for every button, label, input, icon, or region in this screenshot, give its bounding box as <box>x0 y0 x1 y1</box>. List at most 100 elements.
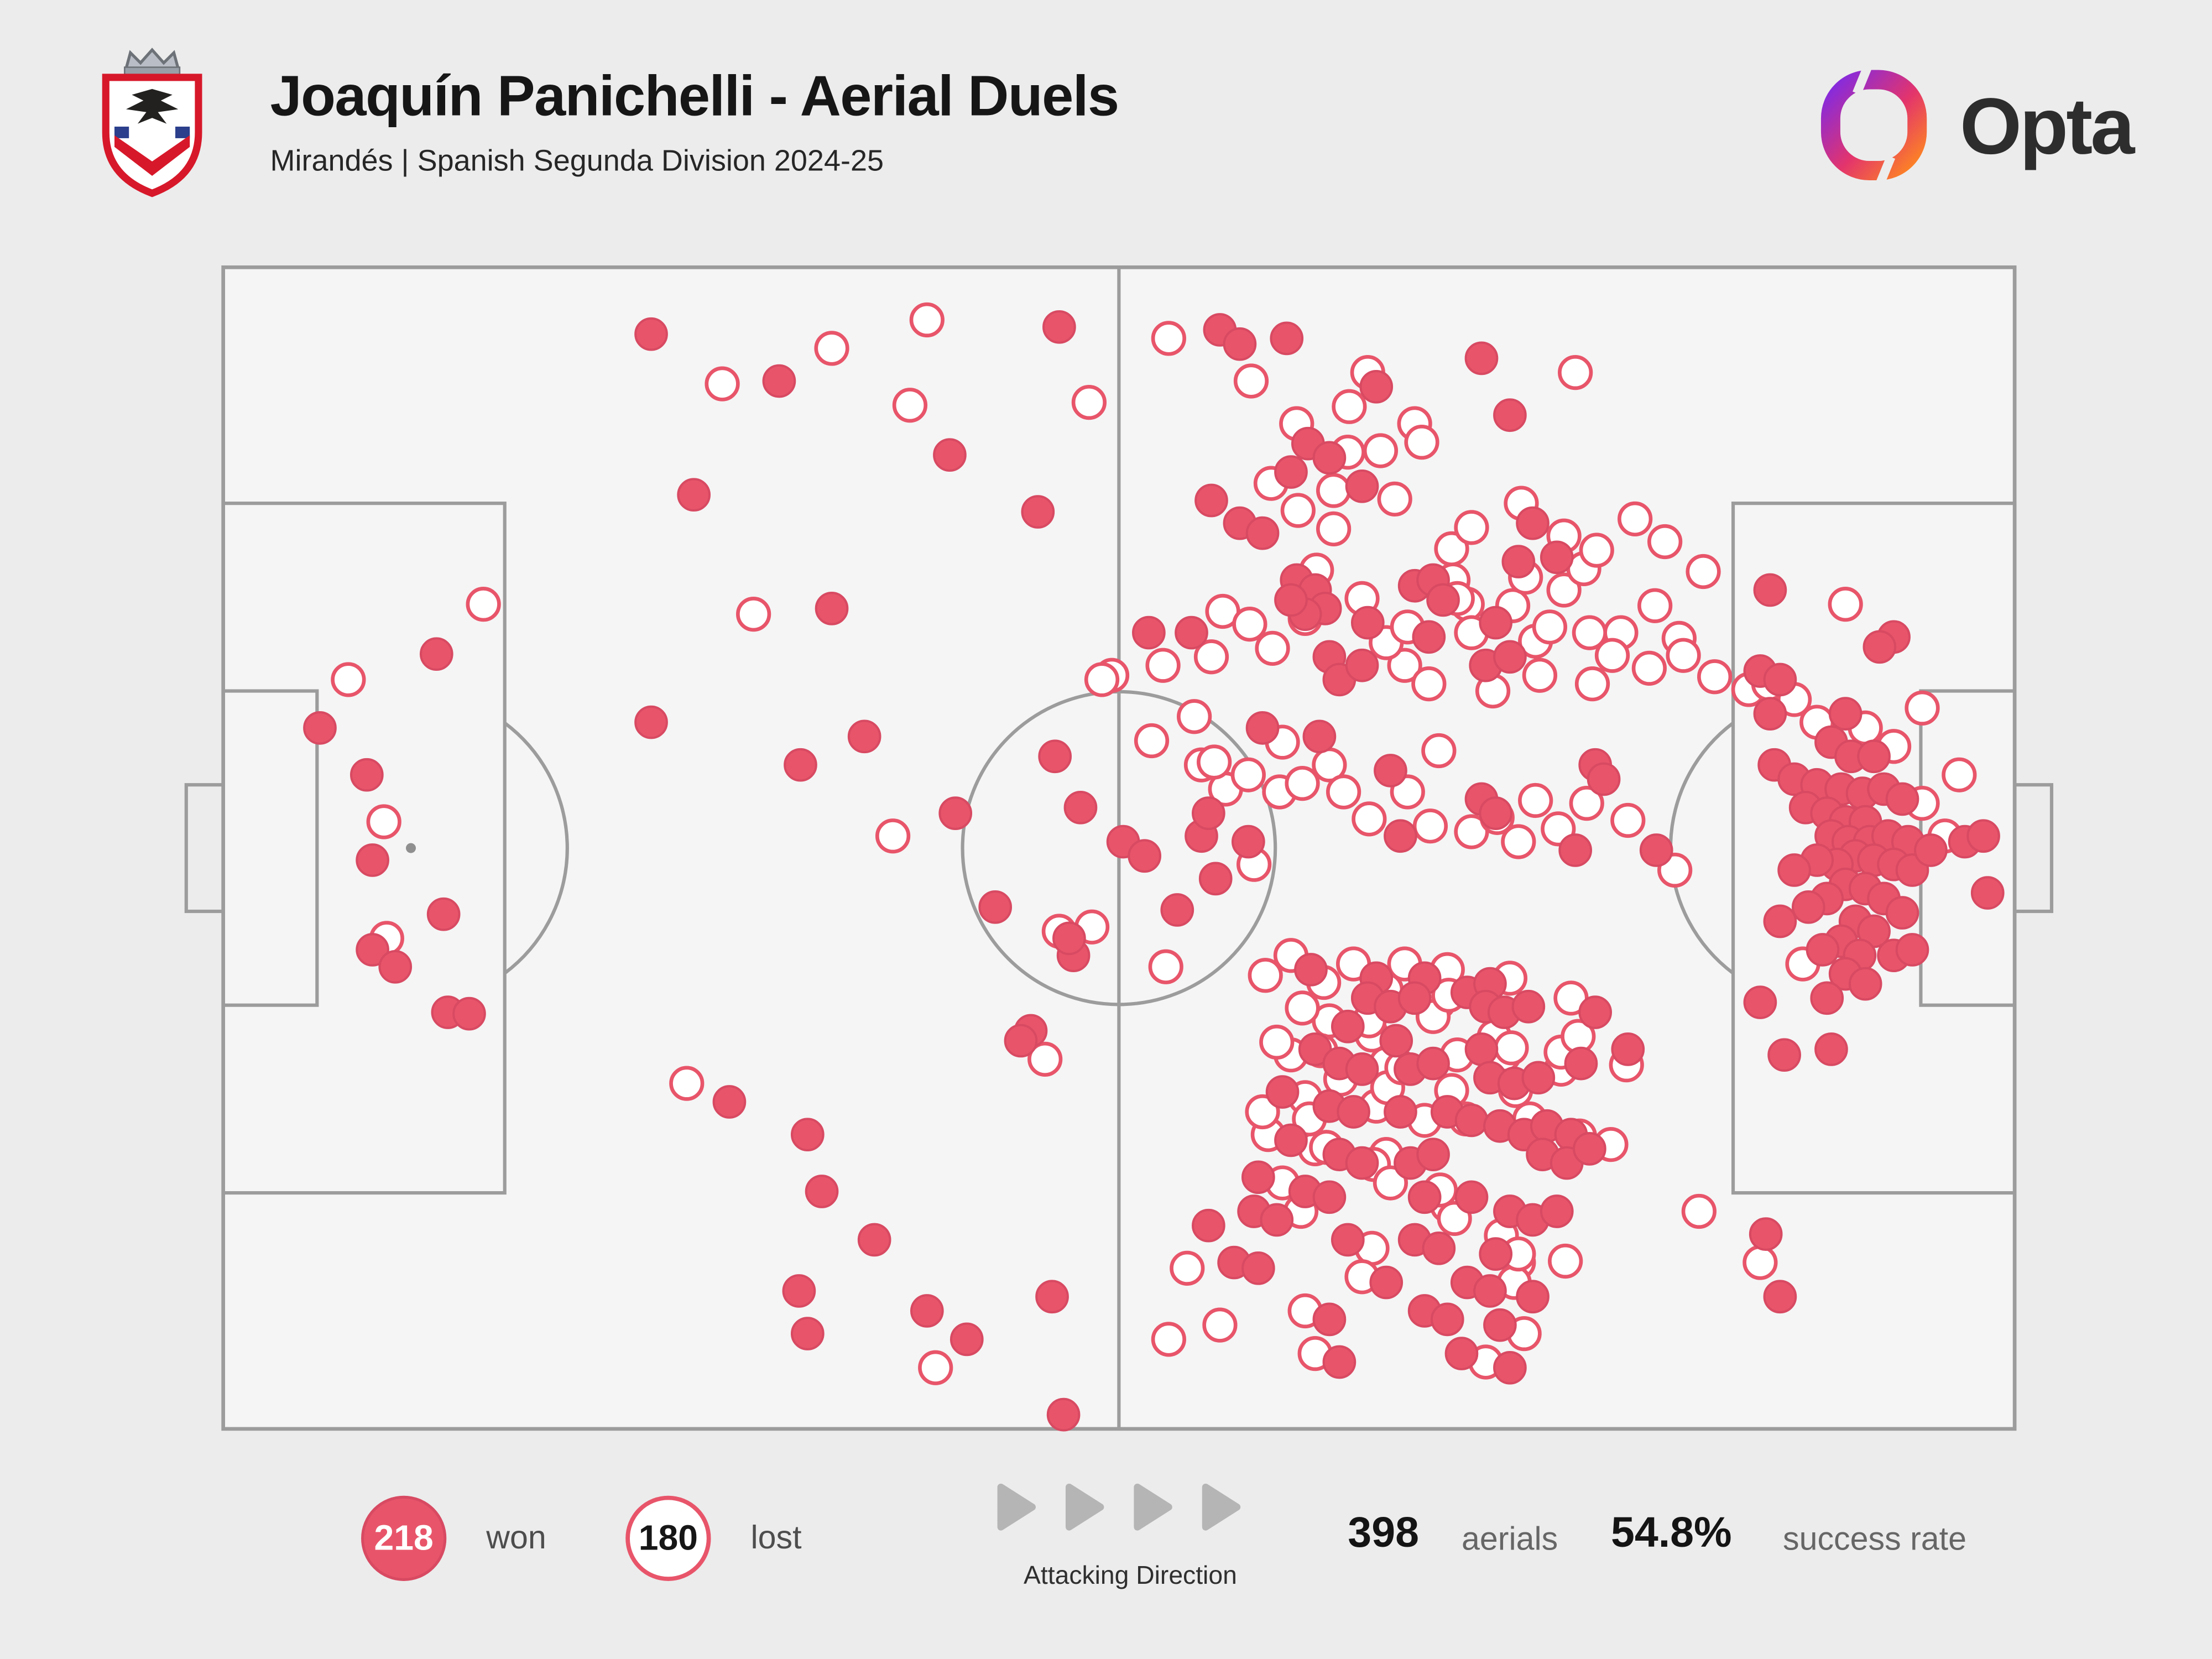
won-duel-point <box>1885 896 1919 930</box>
won-duel-point <box>1241 1251 1275 1285</box>
won-duel-point <box>950 1322 984 1357</box>
won-duel-point <box>1806 933 1840 967</box>
won-duel-point <box>1270 321 1304 356</box>
lost-duel-point <box>1666 638 1701 673</box>
lost-duel-point <box>1610 802 1646 838</box>
won-duel-point <box>303 711 337 745</box>
lost-duel-point <box>1148 949 1183 984</box>
won-duel-point <box>1312 441 1347 475</box>
won-duel-point <box>1331 1009 1365 1044</box>
won-duel-point <box>938 796 973 830</box>
won-duel-point <box>1063 790 1098 825</box>
won-duel-point <box>1412 620 1446 654</box>
won-duel-point <box>847 719 881 754</box>
won-duel-point <box>1479 796 1513 830</box>
won-duel-point <box>790 1317 825 1350</box>
won-duel-point <box>1192 1208 1225 1243</box>
won-duel-point <box>1573 1132 1606 1166</box>
won-duel-point <box>1516 506 1550 540</box>
lost-duel-point <box>909 302 945 338</box>
aerials-total-value: 398 <box>1348 1510 1420 1557</box>
won-duel-point <box>1483 1308 1517 1342</box>
won-duel-point <box>784 748 817 782</box>
won-duel-point <box>1035 1280 1069 1314</box>
lost-duel-point <box>1411 666 1447 702</box>
lost-duel-point <box>1404 424 1439 460</box>
lost-duel-point <box>1522 658 1558 693</box>
success-rate-value: 54.8% <box>1610 1510 1732 1557</box>
header-titles: Joaquín Panichelli - Aerial Duels Mirand… <box>270 65 1119 179</box>
left-penalty-arc <box>503 721 569 975</box>
won-duel-point <box>1038 739 1072 774</box>
pitch <box>184 265 2054 1432</box>
lost-duel-point <box>1255 630 1290 666</box>
lost-duel-point <box>331 662 366 697</box>
won-duel-point <box>1397 981 1432 1015</box>
lost-duel-point <box>1594 638 1630 673</box>
lost-duel-point <box>1697 659 1733 695</box>
won-duel-point <box>1493 640 1527 674</box>
won-duel-point <box>1416 1046 1450 1081</box>
won-duel-point <box>1374 754 1407 787</box>
lost-duel-point <box>1151 1322 1186 1357</box>
won-duel-point <box>1639 833 1673 867</box>
won-duel-point <box>1763 662 1797 697</box>
lost-duel-point <box>1259 1024 1295 1060</box>
lost-duel-point <box>1197 744 1232 780</box>
lost-duel-point <box>1084 662 1120 697</box>
won-duel-point <box>1223 327 1257 361</box>
lost-duel-point <box>1548 1243 1583 1279</box>
won-duel-point <box>805 1175 839 1208</box>
won-duel-point <box>857 1223 891 1257</box>
won-duel-point <box>910 1294 944 1328</box>
lost-duel-point <box>1332 389 1367 424</box>
won-duel-points <box>303 310 2005 1432</box>
lost-duel-point <box>1316 473 1352 508</box>
won-duel-point <box>356 933 389 967</box>
won-duel-point <box>782 1274 816 1308</box>
lost-duel-point <box>1454 510 1489 545</box>
lost-duel-point <box>1532 609 1568 645</box>
won-duel-point <box>1493 398 1527 432</box>
won-duel-point <box>1132 615 1166 650</box>
lost-duel-point <box>1494 1030 1529 1066</box>
won-duel-point <box>1885 782 1919 816</box>
won-duel-point <box>1021 495 1055 529</box>
won-duel-point <box>1611 1032 1645 1066</box>
won-duel-point <box>1194 483 1228 518</box>
lost-duel-point <box>1686 554 1721 589</box>
opta-brand: Opta <box>1818 66 2135 184</box>
won-duel-point <box>1345 1146 1379 1180</box>
won-duel-point <box>1260 1203 1294 1237</box>
lost-duel-point <box>1434 531 1469 567</box>
lost-duel-point <box>1828 587 1863 622</box>
won-duel-point <box>1192 796 1225 830</box>
won-duel-point <box>1312 1180 1347 1214</box>
won-duel-point <box>1848 967 1882 1001</box>
lost-duel-point <box>1574 666 1610 702</box>
won-duel-point <box>1444 1337 1479 1370</box>
won-duel-point <box>1763 904 1797 938</box>
lost-duel-point <box>1232 607 1267 642</box>
won-duel-point <box>762 364 796 398</box>
opta-logo-icon <box>1818 66 1932 184</box>
right-goal <box>2013 783 2054 914</box>
won-duel-point <box>1814 1032 1848 1066</box>
won-duel-point <box>1863 630 1897 664</box>
lost-duel-point <box>1518 782 1553 818</box>
won-duel-point <box>1464 1032 1499 1066</box>
won-duel-point <box>1473 1274 1507 1308</box>
won-count: 218 <box>374 1517 434 1558</box>
lost-count: 180 <box>638 1517 698 1558</box>
won-duel-point <box>1511 989 1546 1024</box>
won-duel-point <box>1322 1345 1357 1379</box>
won-label: won <box>486 1518 546 1556</box>
lost-duel-point <box>1421 733 1457 769</box>
lost-duel-point <box>1280 493 1316 528</box>
lost-duel-point <box>1193 639 1229 675</box>
won-duel-point <box>1345 648 1379 682</box>
won-duel-point <box>933 438 967 472</box>
won-duel-point <box>1337 1095 1370 1129</box>
won-duel-point <box>1274 583 1308 617</box>
won-duel-point <box>452 997 486 1031</box>
